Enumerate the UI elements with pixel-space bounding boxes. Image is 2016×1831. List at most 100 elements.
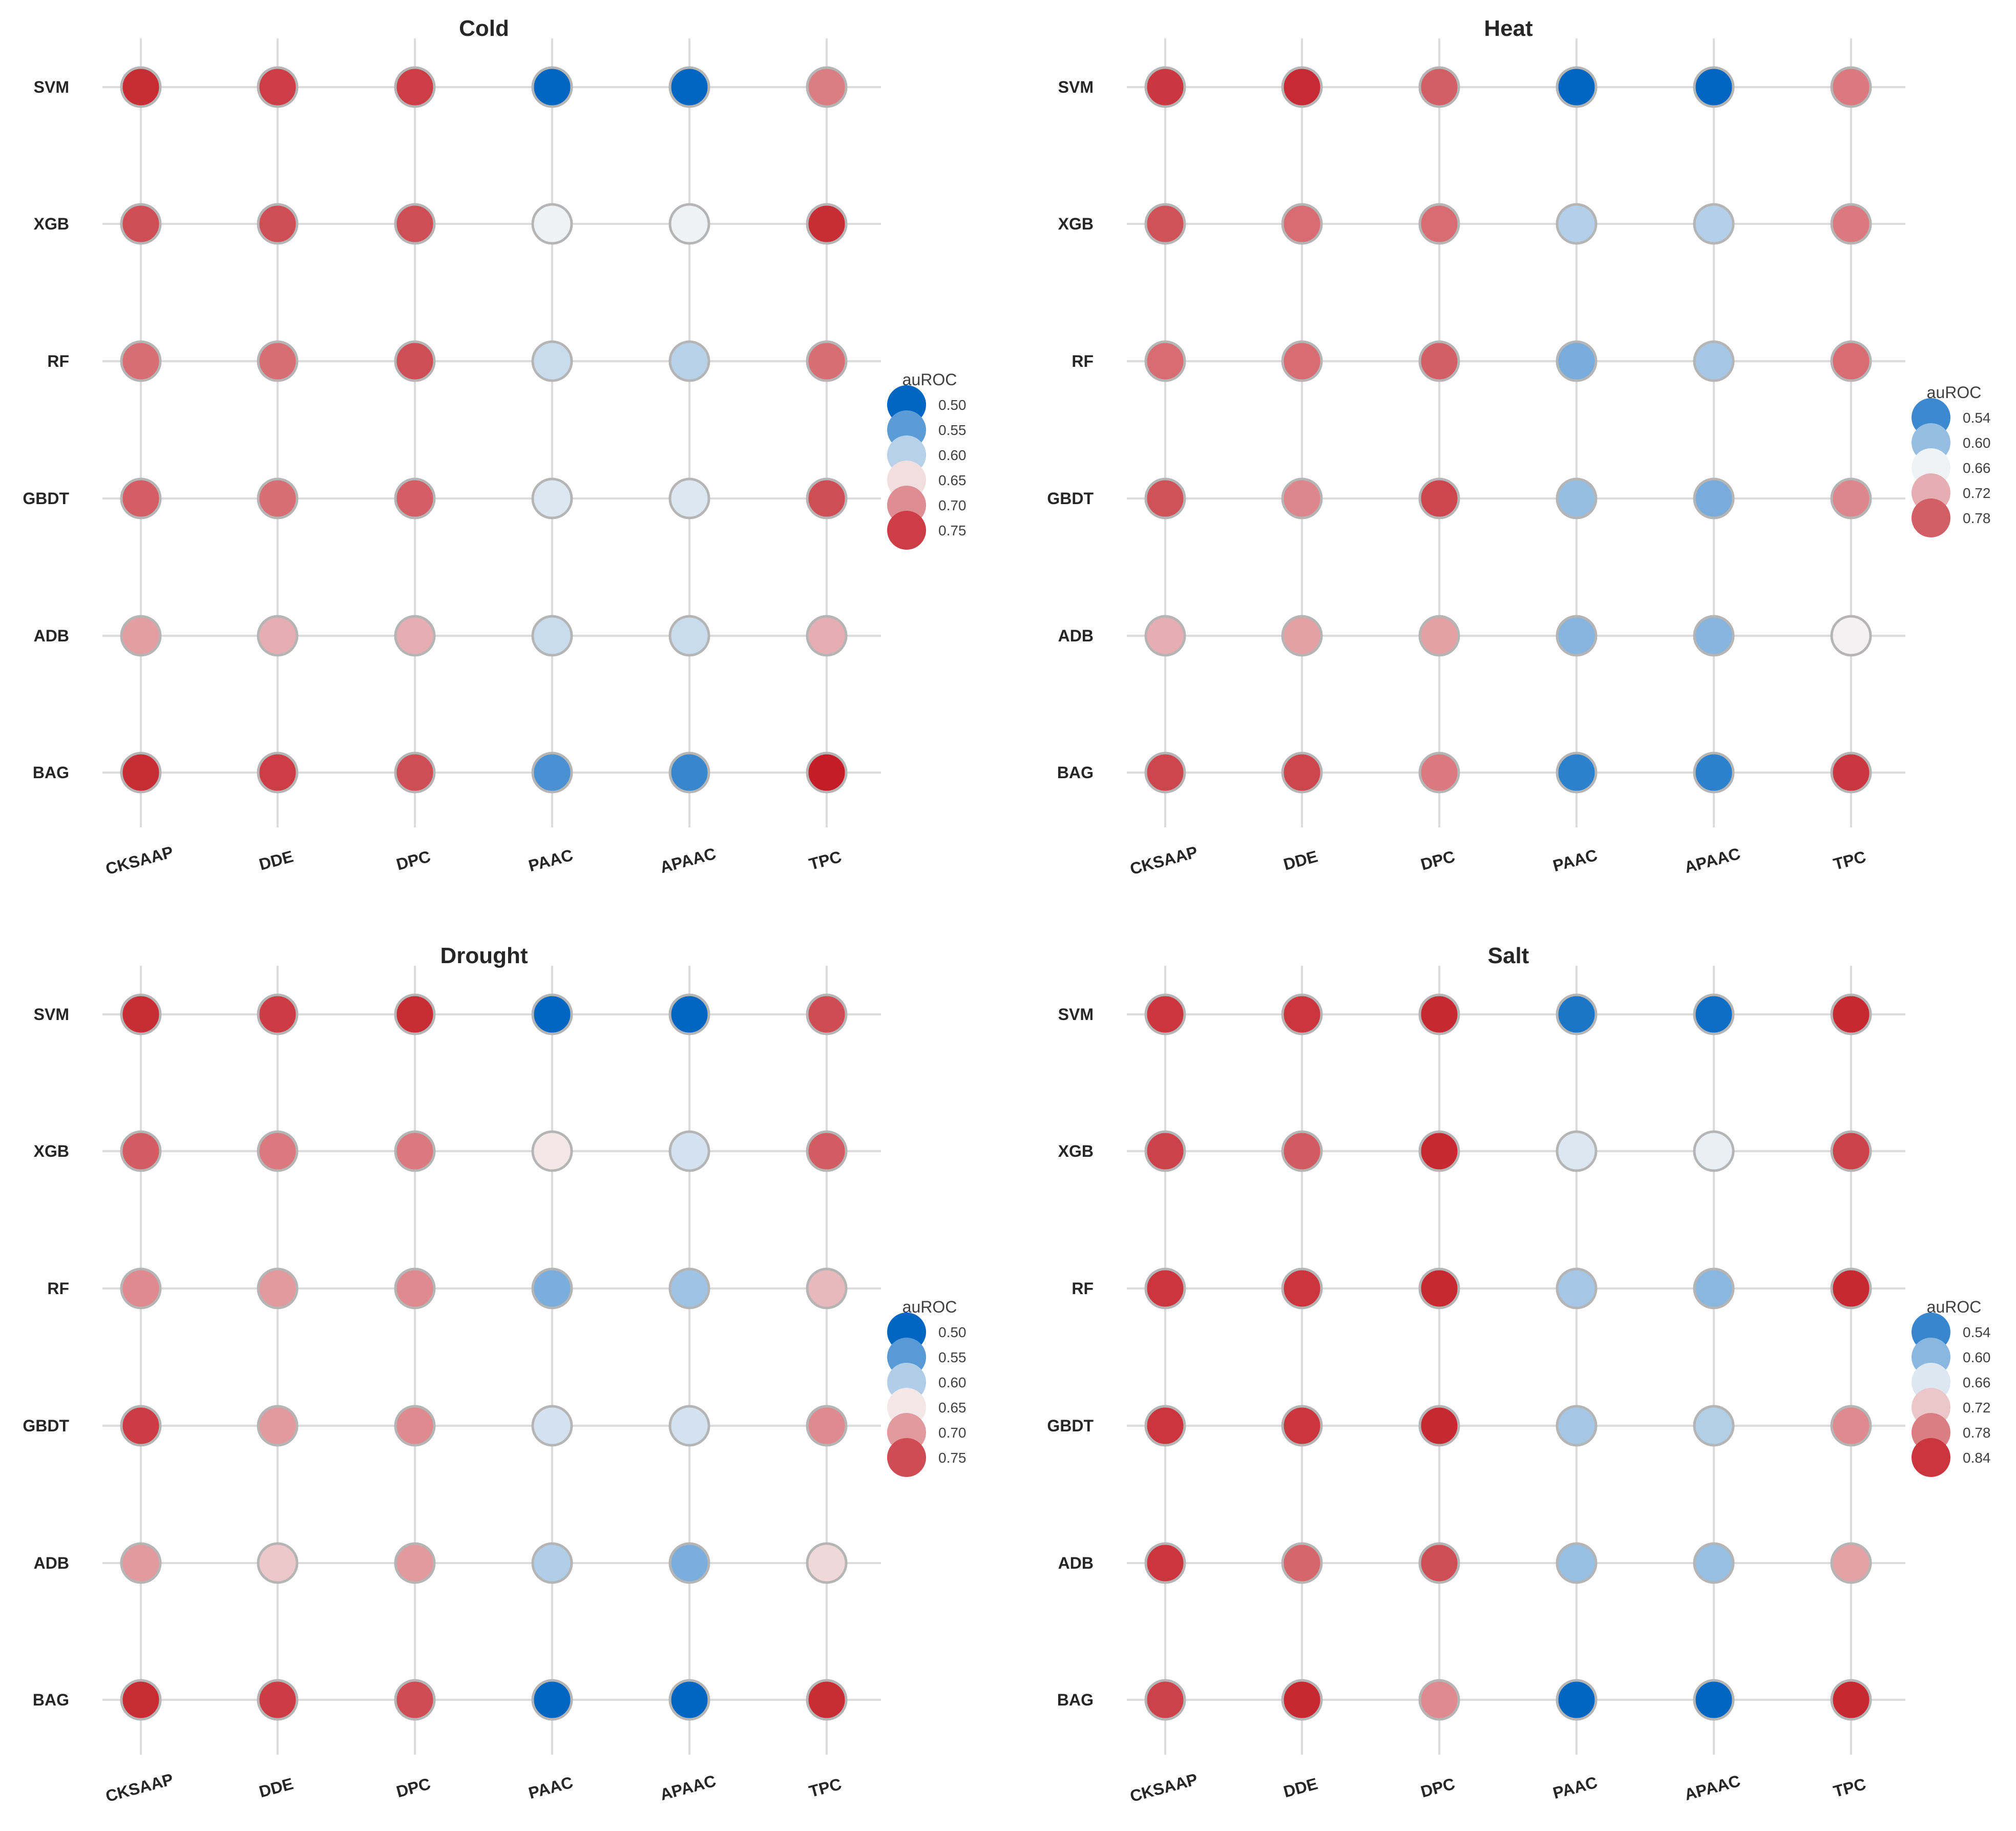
data-point bbox=[806, 477, 848, 519]
data-point bbox=[1144, 203, 1186, 245]
legend-label: 0.66 bbox=[1963, 1375, 1991, 1390]
data-point bbox=[1281, 752, 1323, 794]
data-point bbox=[1418, 477, 1460, 519]
data-point bbox=[1144, 340, 1186, 382]
legend-label: 0.72 bbox=[1963, 1400, 1991, 1416]
data-point bbox=[1281, 477, 1323, 519]
legend-label: 0.70 bbox=[938, 1425, 967, 1441]
legend-title: auROC bbox=[1927, 1298, 1982, 1316]
data-point bbox=[531, 615, 573, 657]
data-point bbox=[257, 1542, 299, 1584]
data-point bbox=[1830, 615, 1872, 657]
data-point bbox=[806, 203, 848, 245]
x-tick-label: CKSAAP bbox=[103, 1770, 175, 1806]
data-point bbox=[1418, 993, 1460, 1035]
x-tick-label: PAAC bbox=[1551, 1773, 1600, 1803]
data-point bbox=[531, 1130, 573, 1172]
data-point bbox=[1144, 1679, 1186, 1721]
data-point bbox=[257, 1267, 299, 1309]
data-point bbox=[1556, 1679, 1598, 1721]
x-tick-label: DPC bbox=[394, 1774, 433, 1801]
data-point bbox=[1418, 1267, 1460, 1309]
panel-cold: Cold SVM XGB RF GBDT ADB BAG CKSAAP DDE DPC PAAC AP… bbox=[0, 0, 992, 904]
data-point bbox=[1830, 66, 1872, 108]
data-point bbox=[531, 477, 573, 519]
data-point bbox=[1556, 66, 1598, 108]
data-point bbox=[120, 1542, 162, 1584]
data-point bbox=[1693, 1679, 1735, 1721]
data-point bbox=[1144, 1405, 1186, 1447]
legend-swatch bbox=[887, 1438, 926, 1477]
y-tick-label: ADB bbox=[34, 1554, 69, 1572]
legend-label: 0.55 bbox=[938, 1349, 967, 1365]
legend-label: 0.60 bbox=[1963, 435, 1991, 451]
y-tick-label: XGB bbox=[34, 1142, 69, 1160]
data-point bbox=[1281, 203, 1323, 245]
data-point bbox=[1144, 1267, 1186, 1309]
data-point bbox=[1830, 752, 1872, 794]
x-tick-label: DDE bbox=[1282, 1774, 1320, 1801]
y-tick-label: BAG bbox=[1057, 1691, 1094, 1709]
data-point bbox=[257, 1130, 299, 1172]
legend-label: 0.84 bbox=[1963, 1450, 1991, 1466]
data-point bbox=[806, 340, 848, 382]
legend-title: auROC bbox=[902, 370, 957, 389]
data-point bbox=[1830, 1130, 1872, 1172]
data-point bbox=[668, 752, 710, 794]
legend-label: 0.54 bbox=[1963, 410, 1991, 426]
data-point bbox=[120, 1679, 162, 1721]
chart-title: Salt bbox=[1488, 943, 1529, 968]
legend-label: 0.75 bbox=[938, 523, 967, 538]
data-point bbox=[1830, 340, 1872, 382]
data-point bbox=[257, 1405, 299, 1447]
data-point bbox=[1556, 1405, 1598, 1447]
chart-title: Drought bbox=[440, 943, 528, 968]
data-point bbox=[1693, 477, 1735, 519]
x-tick-label: APAAC bbox=[658, 1772, 718, 1804]
x-tick-label: DDE bbox=[257, 847, 296, 873]
legend-swatch bbox=[1912, 498, 1950, 537]
legend-swatch bbox=[887, 511, 926, 550]
data-point bbox=[531, 993, 573, 1035]
data-point bbox=[394, 477, 436, 519]
data-point bbox=[668, 1130, 710, 1172]
data-point bbox=[120, 203, 162, 245]
data-point bbox=[806, 1542, 848, 1584]
x-tick-label: CKSAAP bbox=[1128, 1770, 1200, 1806]
data-point bbox=[394, 1130, 436, 1172]
data-point bbox=[1693, 1405, 1735, 1447]
x-tick-label: DPC bbox=[394, 847, 433, 873]
data-point bbox=[257, 66, 299, 108]
data-point bbox=[394, 203, 436, 245]
data-point bbox=[531, 66, 573, 108]
x-tick-label: PAAC bbox=[1551, 846, 1600, 876]
data-point bbox=[806, 993, 848, 1035]
legend-label: 0.78 bbox=[1963, 510, 1991, 526]
y-tick-label: GBDT bbox=[1047, 489, 1094, 508]
x-tick-label: CKSAAP bbox=[103, 843, 175, 879]
data-point bbox=[668, 477, 710, 519]
data-point bbox=[1693, 66, 1735, 108]
data-point bbox=[806, 1130, 848, 1172]
data-point bbox=[1556, 993, 1598, 1035]
y-tick-label: GBDT bbox=[23, 1417, 69, 1435]
x-tick-label: DPC bbox=[1419, 1774, 1457, 1801]
legend-label: 0.50 bbox=[938, 397, 967, 413]
data-point bbox=[394, 1542, 436, 1584]
data-point bbox=[1693, 993, 1735, 1035]
y-tick-label: XGB bbox=[1058, 215, 1094, 233]
data-point bbox=[1281, 1542, 1323, 1584]
data-point bbox=[1556, 615, 1598, 657]
legend-title: auROC bbox=[1927, 383, 1982, 402]
data-point bbox=[1830, 1542, 1872, 1584]
y-tick-label: ADB bbox=[34, 627, 69, 645]
data-point bbox=[257, 203, 299, 245]
legend-label: 0.50 bbox=[938, 1324, 967, 1340]
legend-title: auROC bbox=[902, 1298, 957, 1316]
x-tick-label: APAAC bbox=[658, 844, 718, 877]
y-tick-label: BAG bbox=[1057, 763, 1094, 782]
data-point bbox=[120, 1405, 162, 1447]
data-point bbox=[1830, 1405, 1872, 1447]
legend-label: 0.60 bbox=[938, 447, 967, 463]
data-point bbox=[1693, 752, 1735, 794]
